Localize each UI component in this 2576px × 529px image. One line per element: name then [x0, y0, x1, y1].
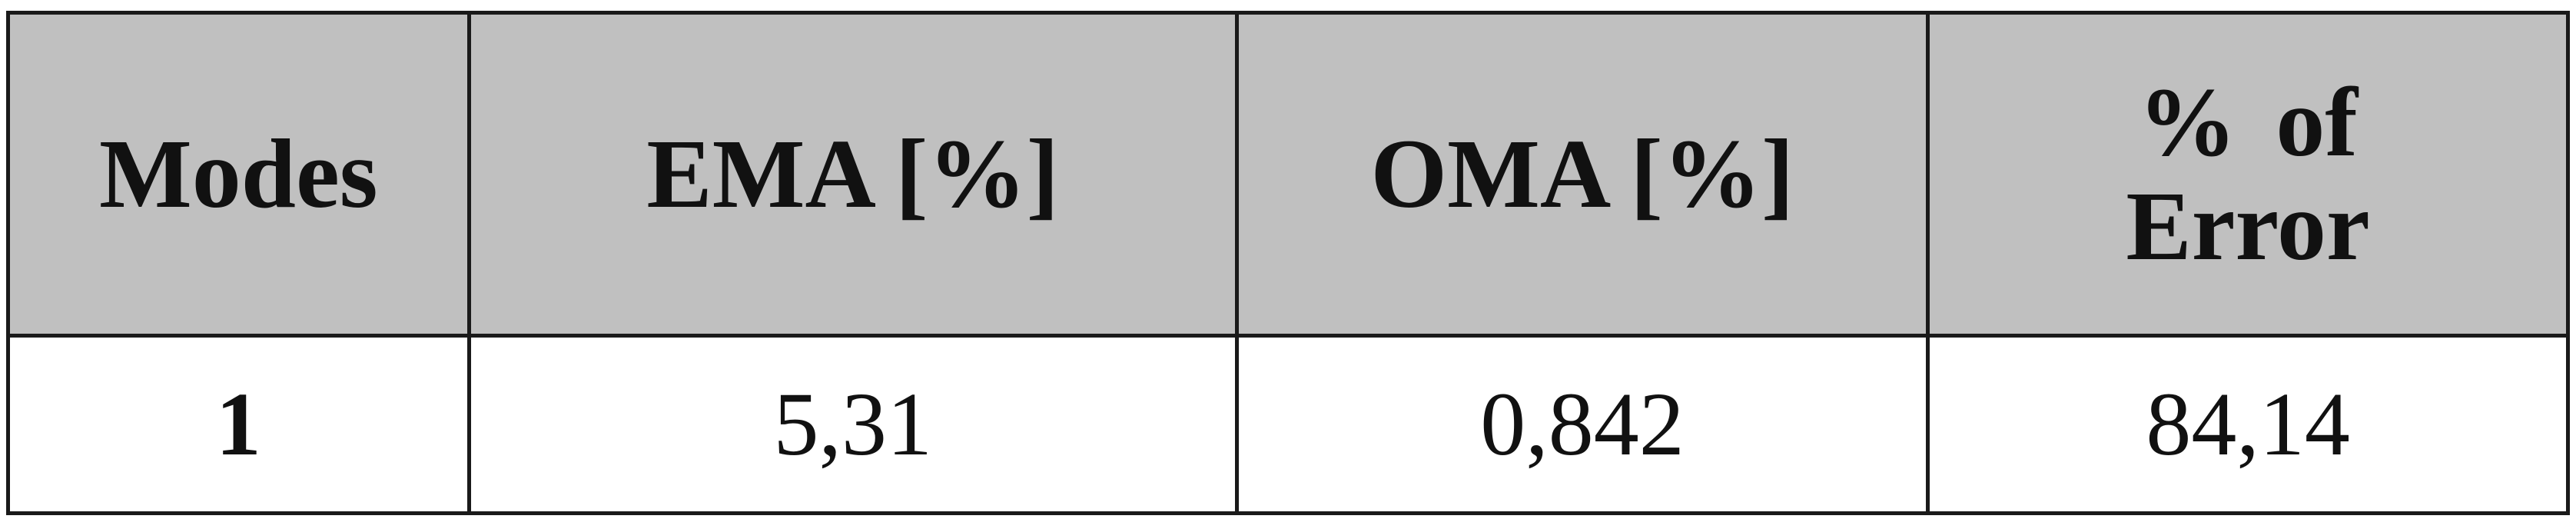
cell-error: 84,14 — [1926, 334, 2570, 515]
cell-oma: 0,842 — [1234, 334, 1930, 515]
cell-mode: 1 — [6, 334, 471, 515]
table-row: 1 5,31 0,842 84,14 — [6, 334, 2570, 515]
header-error-label: % of Error — [2126, 68, 2370, 281]
header-ema: EMA [%] — [466, 11, 1239, 338]
cell-ema: 5,31 — [466, 334, 1239, 515]
header-row: Modes EMA [%] OMA [%] % of Error — [6, 11, 2570, 338]
results-table: Modes EMA [%] OMA [%] % of Error 1 5,31 … — [6, 11, 2570, 515]
header-oma: OMA [%] — [1234, 11, 1930, 338]
results-table-container: Modes EMA [%] OMA [%] % of Error 1 5,31 … — [6, 11, 2570, 515]
header-modes: Modes — [6, 11, 471, 338]
header-error: % of Error — [1926, 11, 2570, 338]
